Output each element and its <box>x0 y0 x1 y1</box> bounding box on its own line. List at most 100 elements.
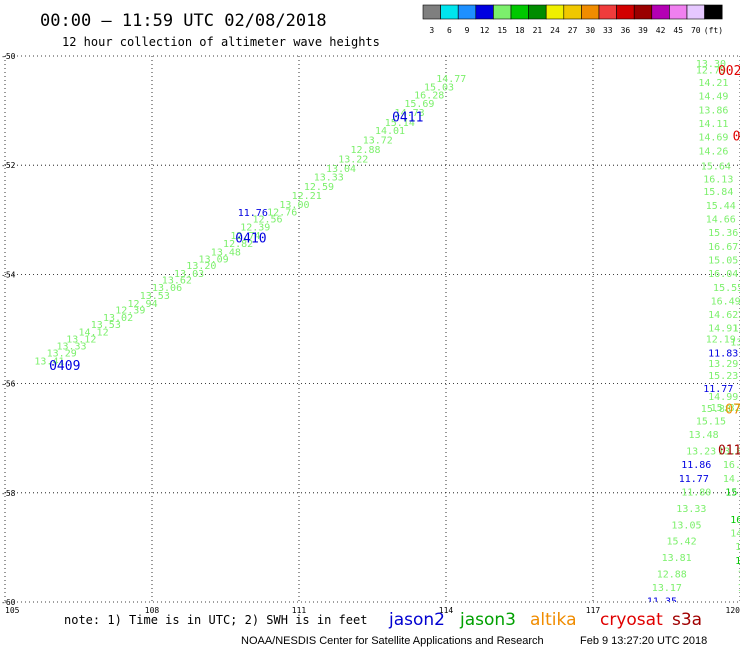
color-scale-swatch <box>616 4 635 20</box>
y-tick-label: -52 <box>1 161 16 170</box>
swh-value-label: 14.62 <box>708 310 738 321</box>
swh-value-label: 17.26 <box>735 542 740 553</box>
swh-value-label: 15.84 <box>703 187 733 198</box>
swh-value-label: 12.81 <box>733 324 740 335</box>
swh-value-label: 15.44 <box>706 201 736 212</box>
swh-value-label: 15.05 <box>708 255 738 266</box>
swh-value-label: 16.34 <box>730 515 740 526</box>
swh-value-label: 14.49 <box>698 92 728 103</box>
y-tick-labels: -50 -52 -54 -56 -58 -60 <box>1 52 16 607</box>
y-tick-label: -56 <box>1 380 16 389</box>
data-points: 13.4113.2913.3313.1214.1213.5313.0212.39… <box>34 59 740 608</box>
y-tick-label: -54 <box>1 270 16 279</box>
swh-value-label: 12.74 <box>230 231 260 242</box>
swh-value-label: 15.55 <box>713 283 740 294</box>
color-scale-label: 24 <box>550 26 560 35</box>
swh-value-label: 11.86 <box>681 460 711 471</box>
color-scale-label: 9 <box>465 26 470 35</box>
swh-value-label: 11.83 <box>708 348 738 359</box>
swh-value-label: 14.21 <box>698 78 728 89</box>
swh-value-label: 13.53 <box>730 337 740 348</box>
grid-lines <box>4 55 740 603</box>
color-scale-swatch <box>669 4 688 20</box>
color-scale: 3 6 9 12 15 18 21 24 27 30 33 36 39 42 45 70 (ft) <box>422 4 723 35</box>
swh-value-label: 12.19 <box>706 335 736 346</box>
swh-value-label: 14.91 <box>708 324 738 335</box>
swh-value-label: 15.14 <box>385 118 415 129</box>
color-scale-swatch <box>528 4 547 20</box>
swh-value-label: 13.33 <box>314 172 344 183</box>
swh-value-label: 14.87 <box>738 310 740 321</box>
swh-value-label: 14.45 <box>738 583 740 594</box>
x-tick-label: 114 <box>439 606 454 615</box>
swh-value-label: 11.80 <box>681 488 711 499</box>
swh-value-label: 14.66 <box>706 215 736 226</box>
swh-value-label: 14.26 <box>698 146 728 157</box>
color-scale-swatch <box>475 4 494 20</box>
swh-value-label: 12.39 <box>115 306 145 317</box>
swh-value-label: 16.28 <box>414 91 444 102</box>
swh-value-label: 14.89 <box>738 569 740 580</box>
x-tick-label: 120 <box>726 606 740 615</box>
swh-value-label: 15.69 <box>404 99 434 110</box>
color-scale-swatch <box>633 4 653 20</box>
swh-value-label: 12.88 <box>350 145 380 156</box>
swh-value-label: 13.29 <box>708 359 738 370</box>
swh-value-label: 14.11 <box>698 119 728 130</box>
swh-value-label: 13.20 <box>186 261 216 272</box>
footer-note: note: 1) Time is in UTC; 2) SWH is in fe… <box>64 613 367 627</box>
swh-value-label: 13.33 <box>676 504 706 515</box>
swh-value-label: 13.62 <box>162 276 192 287</box>
color-scale-swatch <box>563 4 582 20</box>
swh-value-label: 13.72 <box>363 135 393 146</box>
color-scale-swatch <box>686 4 705 20</box>
swh-value-label: 15.64 <box>701 162 731 173</box>
swh-value-label: 13.06 <box>152 283 182 294</box>
swh-value-label: 16.49 <box>711 296 740 307</box>
color-scale-label: 36 <box>621 26 631 35</box>
swh-value-label: 15.23 <box>708 371 738 382</box>
swh-value-label: 13.03 <box>174 269 204 280</box>
color-scale-swatch <box>510 4 529 20</box>
swh-value-label: 13.41 <box>34 356 64 367</box>
swh-value-label: 13.05 <box>671 520 701 531</box>
color-scale-label: 33 <box>603 26 613 35</box>
swh-value-label: 16.19 <box>723 460 740 471</box>
color-scale-label: 45 <box>673 26 683 35</box>
swh-value-label: 13.12 <box>66 335 96 346</box>
swh-value-label: 15.03 <box>424 82 454 93</box>
swh-value-label: 16.04 <box>708 269 738 280</box>
swh-value-label: 13.53 <box>91 320 121 331</box>
legend-item-jason3: jason3 <box>459 610 516 630</box>
chart-title: 00:00 – 11:59 UTC 02/08/2018 <box>40 11 327 31</box>
swh-value-label: 11.77 <box>703 384 733 395</box>
track-time-label: 0023 <box>718 64 740 79</box>
y-tick-label: -60 <box>1 598 16 607</box>
swh-value-label: 13.33 <box>56 342 86 353</box>
color-scale-label: 70 <box>691 26 701 35</box>
legend-item-cryosat: cryosat <box>600 610 663 630</box>
swh-value-label: 13.48 <box>211 247 241 258</box>
swh-value-label: 11.35 <box>647 597 677 608</box>
swh-value-label: 13.02 <box>103 313 133 324</box>
footer-timestamp: Feb 9 13:27:20 UTC 2018 <box>580 635 707 647</box>
color-scale-swatch <box>545 4 565 20</box>
x-tick-label: 117 <box>586 606 601 615</box>
swh-value-label: 16.67 <box>708 242 738 253</box>
color-scale-swatch <box>704 4 723 20</box>
swh-value-label: 12.39 <box>240 223 270 234</box>
swh-value-label: 12.21 <box>292 191 322 202</box>
swh-value-label: 13.22 <box>338 154 368 165</box>
swh-value-label: 12.88 <box>657 569 687 580</box>
swh-value-label: 12.79 <box>696 65 726 76</box>
y-tick-label: -50 <box>1 52 16 61</box>
color-scale-unit: (ft) <box>704 26 723 35</box>
swh-value-label: 13.86 <box>698 105 728 116</box>
swh-value-label: 16.13 <box>703 175 733 186</box>
swh-value-label: 13.48 <box>689 430 719 441</box>
color-scale-label: 6 <box>447 26 452 35</box>
color-scale-swatch <box>651 4 670 20</box>
track-labels: 0409041004110023002300207150115C0916 <box>49 64 740 458</box>
swh-value-label: 13.29 <box>47 348 77 359</box>
